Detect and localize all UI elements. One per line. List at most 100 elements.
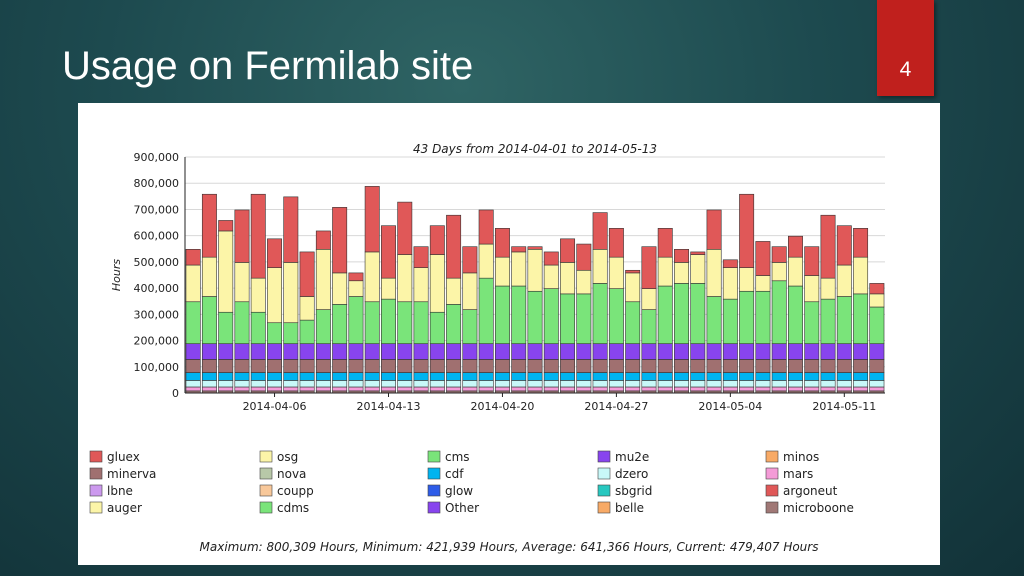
legend-swatch-auger <box>89 501 103 514</box>
bar-segment-gluex <box>527 246 543 250</box>
bar-segment-gluex <box>413 246 429 268</box>
legend-label-coupp: coupp <box>277 484 314 498</box>
bar-segment-minerva <box>413 359 429 373</box>
bar-segment-gluex <box>608 228 624 258</box>
bar-segment-osg <box>218 230 234 313</box>
legend-swatch-dzero <box>597 467 611 480</box>
bar-segment-gluex <box>250 193 266 279</box>
x-tick-label: 2014-04-27 <box>584 400 648 413</box>
bar-segment-dzero <box>234 380 250 388</box>
bar-segment-osg <box>560 262 576 295</box>
bar-segment-dzero <box>706 380 722 388</box>
bar-segment-mu2e <box>299 343 315 360</box>
bar-segment-mu2e <box>494 343 510 360</box>
bar-segment-mu2e <box>853 343 869 360</box>
bar-segment-mu2e <box>478 343 494 360</box>
bar-segment-mu2e <box>267 343 282 360</box>
bar-segment-mars <box>299 386 315 392</box>
bar-segment-mu2e <box>722 343 738 360</box>
bar-segment-dzero <box>641 380 657 388</box>
chart-title: 43 Days from 2014-04-01 to 2014-05-13 <box>413 142 657 156</box>
bar-segment-mu2e <box>690 343 706 360</box>
bar-segment-minerva <box>560 359 576 373</box>
bar-segment-osg <box>364 251 380 303</box>
bar-segment-cdf <box>315 372 331 381</box>
bar-segment-cdf <box>201 372 217 381</box>
bar-segment-dzero <box>674 380 689 388</box>
bar-segment-minerva <box>788 359 803 373</box>
bar-segment-osg <box>250 277 266 313</box>
bar-segment-mars <box>511 386 527 392</box>
bar-segment-minerva <box>299 359 315 373</box>
bar-segment-gluex <box>185 249 201 266</box>
bar-segment-cms <box>511 285 527 345</box>
bar-segment-mu2e <box>234 343 250 360</box>
y-tick-label: 200,000 <box>134 335 180 348</box>
bar-segment-dzero <box>348 380 364 388</box>
bar-segment-gluex <box>820 214 836 279</box>
bar-segment-cdf <box>869 372 885 381</box>
legend-label-glow: glow <box>445 484 473 498</box>
bar-segment-mu2e <box>348 343 364 360</box>
bar-segment-osg <box>267 267 282 324</box>
bar-segment-cms <box>771 280 787 345</box>
bar-segment-mars <box>218 386 234 392</box>
bar-segment-cdf <box>657 372 673 381</box>
bar-segment-cdf <box>820 372 836 381</box>
bar-segment-cdf <box>836 372 852 381</box>
bar-segment-mars <box>771 386 787 392</box>
bar-segment-gluex <box>201 193 217 258</box>
bar-segment-cms <box>218 311 234 345</box>
bar-segment-cdf <box>185 372 201 381</box>
bar-segment-dzero <box>185 380 201 388</box>
bar-segment-osg <box>543 264 559 289</box>
bar-segment-dzero <box>429 380 445 388</box>
bar-segment-osg <box>397 254 413 303</box>
bar-segment-minerva <box>820 359 836 373</box>
bar-segment-mars <box>869 386 885 392</box>
bar-segment-mu2e <box>836 343 852 360</box>
legend-swatch-coupp <box>259 484 273 497</box>
bar-segment-mars <box>560 386 576 392</box>
bar-segment-cms <box>625 301 641 345</box>
bar-segment-minerva <box>381 359 396 373</box>
bar-segment-gluex <box>804 246 820 276</box>
bar-segment-mu2e <box>413 343 429 360</box>
bar-segment-mu2e <box>250 343 266 360</box>
bar-segment-mars <box>690 386 706 392</box>
bar-segment-mars <box>478 386 494 392</box>
bar-segment-dzero <box>201 380 217 388</box>
bar-segment-minerva <box>397 359 413 373</box>
bar-segment-mars <box>446 386 462 392</box>
bar-segment-cms <box>446 304 462 345</box>
bar-segment-osg <box>234 262 250 303</box>
bar-segment-minerva <box>429 359 445 373</box>
bar-segment-osg <box>429 254 445 313</box>
bar-segment-mu2e <box>381 343 396 360</box>
bar-segment-gluex <box>234 209 250 263</box>
bar-segment-mu2e <box>218 343 234 360</box>
bar-segment-cms <box>608 288 624 345</box>
bar-segment-cms <box>820 298 836 345</box>
bar-segment-mu2e <box>788 343 803 360</box>
legend-swatch-sbgrid <box>597 484 611 497</box>
chart-panel: 43 Days from 2014-04-01 to 2014-05-13 0 10… <box>78 103 940 565</box>
legend-swatch-glow <box>427 484 441 497</box>
bar-segment-cdf <box>234 372 250 381</box>
bar-segment-minerva <box>478 359 494 373</box>
bar-segment-cdf <box>739 372 755 381</box>
bar-segment-osg <box>625 272 641 303</box>
bar-segment-cms <box>869 306 885 345</box>
bar-segment-dzero <box>413 380 429 388</box>
bar-segment-osg <box>657 256 673 287</box>
bar-segment-gluex <box>543 251 559 266</box>
legend-label-dzero: dzero <box>615 467 648 481</box>
bar-segment-gluex <box>722 259 738 268</box>
bar-segment-gluex <box>494 228 510 258</box>
bar-segment-dzero <box>788 380 803 388</box>
bar-segment-cms <box>267 322 282 345</box>
bar-segment-mu2e <box>706 343 722 360</box>
bar-segment-cms <box>299 319 315 345</box>
bar-segment-cdf <box>527 372 543 381</box>
x-tick-label: 2014-05-04 <box>698 400 762 413</box>
